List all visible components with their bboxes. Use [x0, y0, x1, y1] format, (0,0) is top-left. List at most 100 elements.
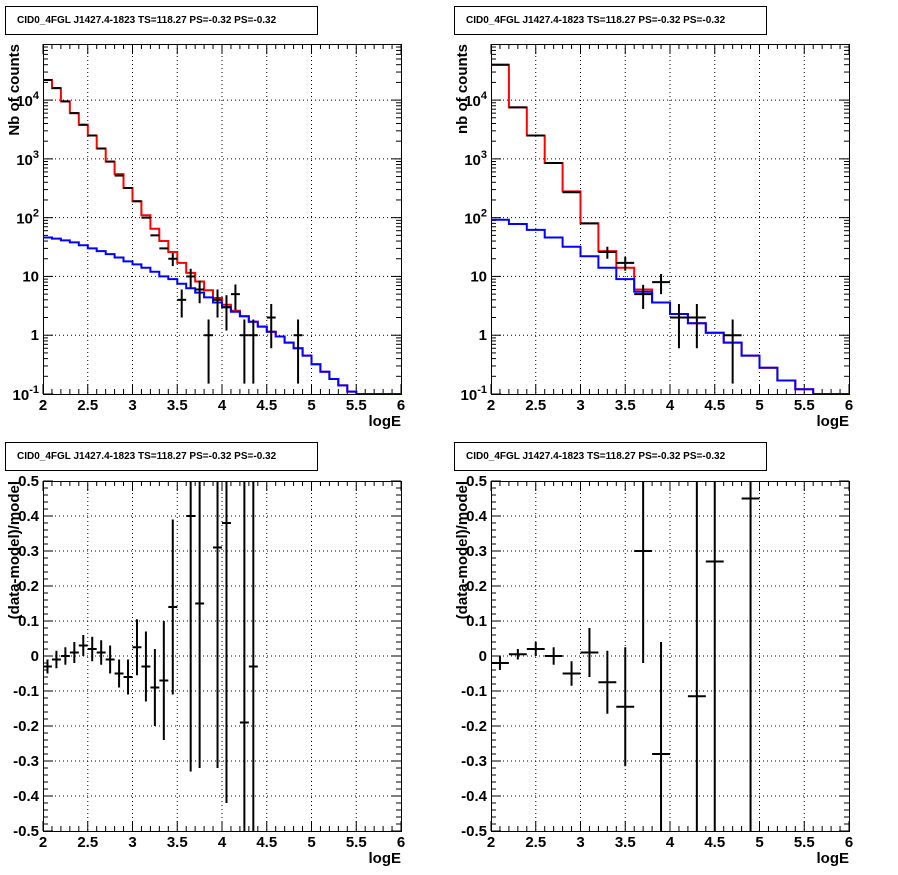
title-box: [5, 6, 318, 35]
x-tick-label: 3.5: [167, 397, 188, 414]
x-tick-label: 2: [39, 397, 47, 414]
x-tick-label: 4.5: [256, 834, 277, 851]
data-point: [239, 481, 249, 831]
x-tick-label: 6: [397, 397, 405, 414]
data-point: [580, 628, 599, 677]
x-axis-label: logE: [817, 413, 850, 430]
y-axis-label: (data-model)/model: [6, 481, 23, 619]
data-point: [562, 661, 581, 686]
data-point: [723, 319, 742, 384]
data-point: [168, 519, 178, 695]
y-tick-label: 0: [31, 648, 39, 665]
x-tick-label: 6: [397, 834, 405, 851]
chart-title: CID0_4FGL J1427.4-1823 TS=118.27 PS=-0.3…: [466, 451, 726, 462]
data-point: [195, 280, 205, 304]
y-tick-label: 0.3: [466, 543, 487, 560]
data-point: [222, 295, 231, 331]
x-tick-label: 4: [218, 397, 227, 414]
data-point: [687, 303, 706, 349]
chart-title: CID0_4FGL J1427.4-1823 TS=118.27 PS=-0.3…: [17, 451, 277, 462]
data-point: [150, 649, 160, 726]
x-tick-label: 2: [39, 834, 47, 851]
data-point: [222, 481, 231, 803]
x-tick-label: 4: [666, 834, 675, 851]
data-point: [51, 650, 61, 669]
y-tick-label: 1: [479, 327, 487, 344]
data-point: [634, 284, 653, 309]
data-point: [114, 659, 124, 688]
x-tick-label: 5.5: [346, 834, 367, 851]
data-point: [60, 647, 70, 665]
y-tick-label: 0.1: [466, 613, 487, 630]
y-axis-label: nb of counts: [454, 44, 471, 134]
y-tick-label: -0.2: [13, 718, 39, 735]
x-tick-label: 3: [576, 834, 584, 851]
data-point: [69, 642, 79, 663]
series-layer: [43, 78, 401, 394]
x-tick-label: 5: [307, 397, 315, 414]
chart-title: CID0_4FGL J1427.4-1823 TS=118.27 PS=-0.3…: [17, 15, 277, 26]
title-box: [454, 6, 767, 35]
series-layer: [491, 63, 849, 394]
x-tick-label: 2.5: [77, 397, 98, 414]
x-tick-label: 2.5: [77, 834, 98, 851]
data-point: [705, 481, 724, 831]
y-tick-label: -0.4: [13, 788, 40, 805]
y-tick-label: 10-1: [461, 384, 487, 404]
data-point: [508, 649, 527, 660]
data-point: [491, 656, 509, 670]
x-tick-label: 3.5: [167, 834, 188, 851]
data-point: [248, 481, 258, 831]
chart-title: CID0_4FGL J1427.4-1823 TS=118.27 PS=-0.3…: [466, 15, 726, 26]
data-point: [652, 642, 670, 831]
data-point: [195, 481, 205, 768]
y-tick-label: 1: [31, 327, 39, 344]
data-point: [43, 659, 52, 674]
data-point: [78, 635, 88, 656]
chart-panel-3: CID0_4FGL J1427.4-1823 TS=118.27 PS=-0.3…: [5, 442, 405, 867]
data-point: [526, 642, 545, 656]
y-tick-label: -0.1: [13, 683, 39, 700]
y-tick-label: 0.5: [466, 473, 487, 490]
x-tick-label: 3: [576, 397, 584, 414]
data-point: [266, 303, 276, 349]
data-point: [123, 659, 133, 695]
x-tick-label: 3.5: [615, 834, 636, 851]
y-tick-label: 104: [16, 90, 40, 110]
y-tick-label: 0.3: [18, 543, 39, 560]
chart-panel-4: CID0_4FGL J1427.4-1823 TS=118.27 PS=-0.3…: [454, 442, 853, 867]
y-tick-label: 0.4: [466, 508, 488, 525]
y-tick-label: -0.5: [13, 823, 39, 840]
series-layer: [43, 481, 258, 831]
x-tick-label: 4: [666, 397, 675, 414]
x-axis-label: logE: [369, 850, 402, 867]
x-tick-label: 6: [845, 834, 853, 851]
x-tick-label: 2: [487, 397, 495, 414]
y-tick-label: 0.4: [18, 508, 40, 525]
x-tick-label: 4.5: [704, 834, 725, 851]
data-point: [186, 481, 196, 772]
data-point: [141, 631, 151, 702]
y-tick-label: 0: [479, 648, 487, 665]
data-point: [239, 319, 249, 384]
x-tick-label: 5.5: [346, 397, 367, 414]
data-point: [132, 619, 142, 676]
model-background-histogram: [491, 218, 849, 394]
data-point: [248, 319, 258, 384]
y-tick-label: -0.2: [461, 718, 487, 735]
y-tick-label: -0.1: [461, 683, 487, 700]
y-axis-label: (data-model)/model: [454, 481, 471, 619]
x-tick-label: 5: [755, 834, 763, 851]
y-axis-label: Nb of counts: [6, 44, 23, 136]
y-tick-label: 0.2: [18, 578, 39, 595]
data-point: [670, 303, 688, 349]
y-tick-label: -0.3: [461, 753, 487, 770]
x-tick-label: 5: [755, 397, 763, 414]
y-tick-label: 103: [16, 149, 39, 169]
y-tick-label: 0.1: [18, 613, 39, 630]
x-tick-label: 2: [487, 834, 495, 851]
x-tick-label: 4.5: [704, 397, 725, 414]
x-tick-label: 3: [128, 397, 136, 414]
data-point: [544, 647, 563, 665]
